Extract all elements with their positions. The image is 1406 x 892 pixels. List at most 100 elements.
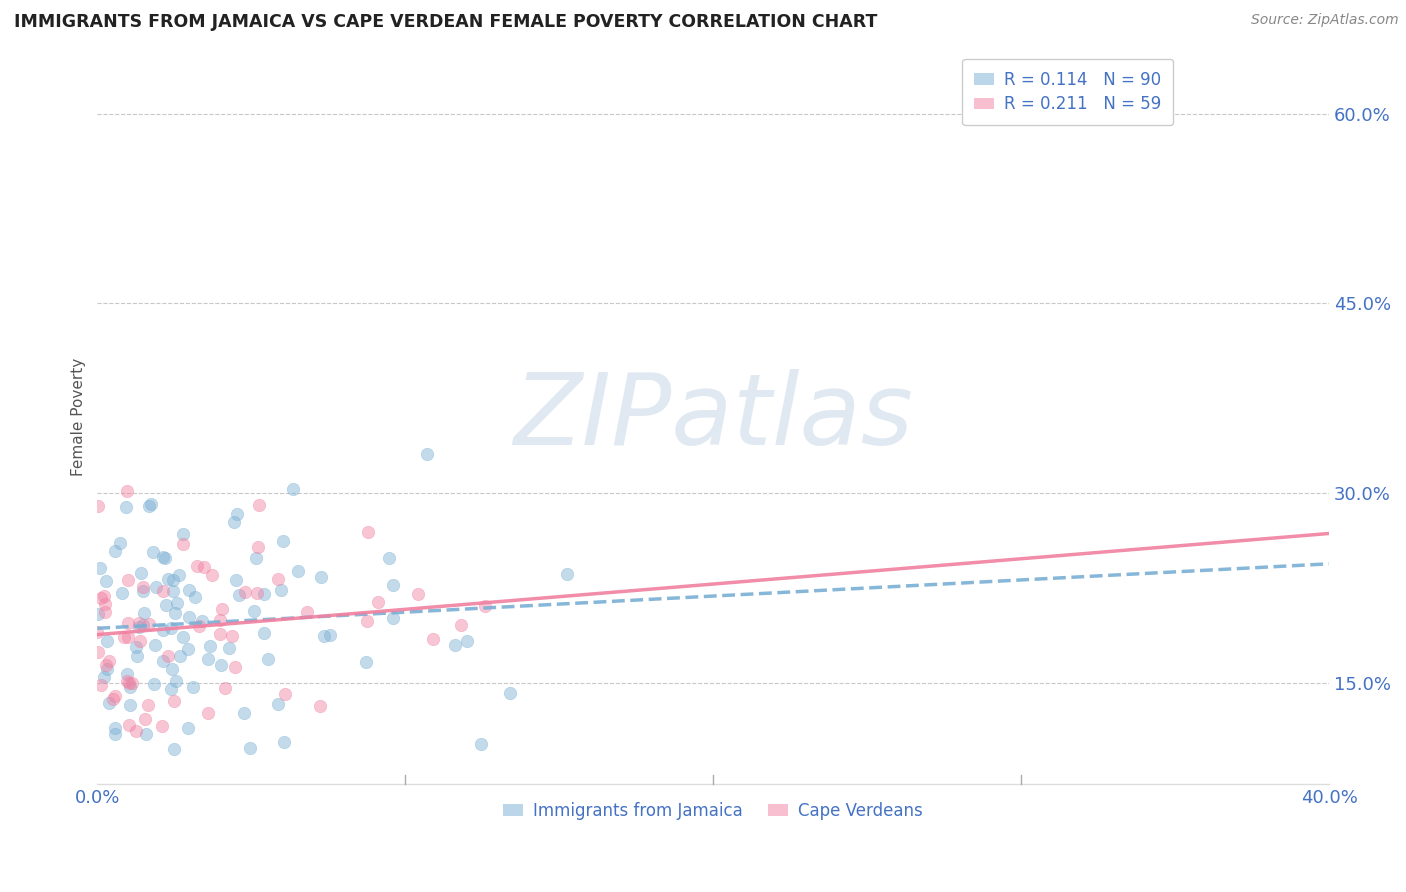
Point xyxy=(450,617,472,632)
Point xyxy=(117,630,139,644)
Point xyxy=(159,681,181,696)
Point xyxy=(287,564,309,578)
Point xyxy=(318,628,340,642)
Point xyxy=(104,544,127,558)
Point xyxy=(378,551,401,566)
Point xyxy=(209,613,232,627)
Point xyxy=(117,573,139,587)
Point xyxy=(225,574,247,588)
Point xyxy=(143,638,166,652)
Point xyxy=(416,447,439,461)
Point xyxy=(177,582,200,597)
Point xyxy=(135,727,157,741)
Point xyxy=(124,723,146,738)
Point xyxy=(228,588,250,602)
Point xyxy=(257,651,280,665)
Point xyxy=(120,698,142,712)
Point xyxy=(422,632,444,646)
Point xyxy=(152,654,174,668)
Y-axis label: Female Poverty: Female Poverty xyxy=(72,358,86,476)
Point xyxy=(456,634,478,648)
Point xyxy=(143,677,166,691)
Point xyxy=(233,585,256,599)
Point xyxy=(381,578,404,592)
Point xyxy=(172,537,194,551)
Point xyxy=(311,570,333,584)
Point xyxy=(356,615,378,629)
Text: Source: ZipAtlas.com: Source: ZipAtlas.com xyxy=(1251,13,1399,28)
Point xyxy=(160,621,183,635)
Point xyxy=(121,676,143,690)
Point xyxy=(139,497,162,511)
Point xyxy=(162,584,184,599)
Point xyxy=(96,634,118,648)
Point xyxy=(162,573,184,587)
Point xyxy=(163,742,186,756)
Point xyxy=(187,619,209,633)
Point xyxy=(93,605,115,619)
Point xyxy=(90,591,112,606)
Point xyxy=(193,560,215,574)
Point xyxy=(267,572,290,586)
Point xyxy=(104,727,127,741)
Legend: Immigrants from Jamaica, Cape Verdeans: Immigrants from Jamaica, Cape Verdeans xyxy=(496,796,929,827)
Point xyxy=(104,721,127,735)
Point xyxy=(233,706,256,721)
Point xyxy=(253,625,276,640)
Point xyxy=(93,589,115,603)
Point xyxy=(226,508,249,522)
Point xyxy=(152,584,174,599)
Point xyxy=(169,648,191,663)
Point xyxy=(98,696,121,710)
Point xyxy=(243,604,266,618)
Point xyxy=(128,634,150,648)
Point xyxy=(89,560,111,574)
Point xyxy=(118,675,141,690)
Point xyxy=(118,718,141,732)
Point xyxy=(222,515,245,529)
Point xyxy=(209,657,232,672)
Point xyxy=(157,572,180,586)
Point xyxy=(94,574,117,588)
Point xyxy=(163,606,186,620)
Point xyxy=(499,686,522,700)
Point xyxy=(184,590,207,604)
Point xyxy=(115,484,138,499)
Point xyxy=(249,499,271,513)
Point xyxy=(104,689,127,703)
Point xyxy=(94,658,117,673)
Point xyxy=(214,681,236,695)
Point xyxy=(160,662,183,676)
Point xyxy=(128,620,150,634)
Point xyxy=(153,550,176,565)
Point xyxy=(127,648,149,663)
Point xyxy=(166,596,188,610)
Point xyxy=(165,674,187,689)
Point xyxy=(295,605,318,619)
Point xyxy=(200,639,222,653)
Point xyxy=(382,611,405,625)
Text: IMMIGRANTS FROM JAMAICA VS CAPE VERDEAN FEMALE POVERTY CORRELATION CHART: IMMIGRANTS FROM JAMAICA VS CAPE VERDEAN … xyxy=(14,13,877,31)
Point xyxy=(125,640,148,654)
Point xyxy=(163,694,186,708)
Point xyxy=(270,582,292,597)
Point xyxy=(145,580,167,594)
Point xyxy=(443,638,465,652)
Point xyxy=(90,678,112,692)
Point xyxy=(93,670,115,684)
Point xyxy=(186,559,208,574)
Point xyxy=(111,586,134,600)
Point xyxy=(314,629,336,643)
Point xyxy=(181,681,204,695)
Point xyxy=(224,659,246,673)
Point xyxy=(115,673,138,688)
Point xyxy=(103,691,125,706)
Point xyxy=(118,680,141,694)
Text: ZIPatlas: ZIPatlas xyxy=(513,368,912,466)
Point xyxy=(177,641,200,656)
Point xyxy=(86,624,108,639)
Point xyxy=(132,580,155,594)
Point xyxy=(474,599,496,613)
Point xyxy=(152,549,174,564)
Point xyxy=(132,606,155,620)
